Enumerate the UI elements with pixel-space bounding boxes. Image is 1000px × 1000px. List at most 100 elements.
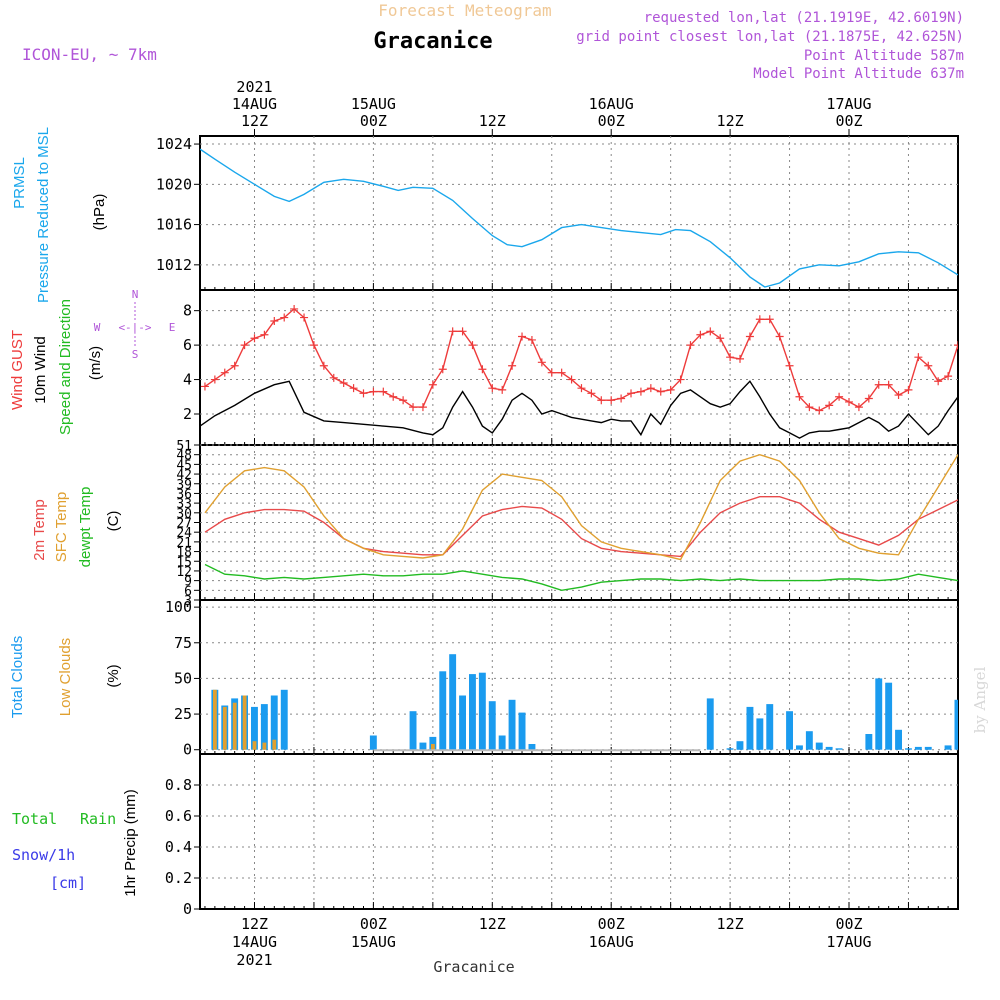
clouds-bar — [954, 699, 958, 750]
clouds-bar — [498, 735, 506, 750]
gust-marker — [845, 397, 854, 406]
gust-marker — [646, 384, 655, 393]
gust-marker — [914, 353, 923, 362]
wind-y-tick-label: 6 — [183, 336, 192, 354]
clouds-bar — [369, 735, 377, 750]
gust-marker — [508, 361, 517, 370]
clouds-bar — [528, 744, 536, 750]
gust-marker — [755, 315, 764, 324]
precip-y-tick-label: 0.4 — [165, 838, 192, 856]
gust-marker — [448, 327, 457, 336]
gust-marker — [676, 375, 685, 384]
gust-marker — [795, 392, 804, 401]
top-tick-label: 17AUG — [826, 95, 871, 113]
compass-s: S — [132, 348, 139, 361]
cloud-label-low: Low Clouds — [57, 638, 74, 716]
pressure-label-prmsl: PRMSL — [11, 157, 28, 209]
top-tick-label: 00Z — [598, 112, 625, 130]
clouds-bar — [232, 702, 237, 750]
gust-marker — [557, 368, 566, 377]
temperature-series-group — [204, 453, 958, 592]
gust-marker — [656, 387, 665, 396]
model-label: ICON-EU, ~ 7km — [22, 45, 157, 64]
precip-y-tick-label: 0.6 — [165, 807, 192, 825]
clouds-bar — [875, 678, 883, 750]
clouds-bar — [488, 701, 496, 750]
temperature-line-0 — [204, 496, 958, 558]
clouds-bar — [242, 695, 247, 750]
clouds-bar — [439, 671, 447, 750]
clouds-bar — [895, 729, 902, 750]
bottom-tick-label: 2021 — [236, 951, 272, 969]
gust-marker — [597, 396, 606, 405]
gust-marker — [290, 304, 299, 313]
gust-marker — [389, 392, 398, 401]
gust-marker — [379, 387, 388, 396]
gust-marker — [438, 365, 447, 374]
bottom-tick-label: 00Z — [835, 915, 862, 933]
top-tick-label: 16AUG — [589, 95, 634, 113]
bottom-tick-label: 15AUG — [351, 933, 396, 951]
gust-marker — [775, 332, 784, 341]
gust-marker — [527, 335, 536, 344]
gust-marker — [825, 401, 834, 410]
gust-marker — [329, 373, 338, 382]
clouds-bar — [796, 745, 803, 750]
clouds-bar — [944, 745, 952, 750]
clouds-y-tick-label: 50 — [174, 669, 192, 687]
clouds-bar — [431, 744, 435, 750]
pressure-unit: (hPa) — [91, 194, 108, 231]
clouds-bar — [260, 704, 268, 750]
gust-marker — [944, 372, 953, 381]
gust-marker — [577, 384, 586, 393]
gust-marker — [726, 353, 735, 362]
temperature-y-tick-label: 36 — [176, 487, 192, 502]
clouds-bar — [429, 736, 437, 750]
gust-marker — [220, 368, 229, 377]
precip-label-cm: [cm] — [50, 874, 86, 892]
point-altitude: Point Altitude 587m — [804, 48, 964, 64]
gust-marker — [765, 315, 774, 324]
clouds-bar — [469, 674, 476, 750]
temperature-y-tick-label: 21 — [176, 536, 192, 551]
temperature-y-tick-label: 9 — [184, 575, 192, 590]
gust-marker — [270, 317, 279, 325]
top-tick-label: 12Z — [479, 112, 506, 130]
gust-marker — [498, 385, 507, 394]
gust-marker — [627, 389, 636, 398]
temperature-y-tick-label: 18 — [176, 546, 192, 561]
wind-label-speed-dir: Speed and Direction — [57, 299, 74, 435]
compass-n: N — [132, 288, 139, 301]
gust-marker — [864, 394, 873, 403]
clouds-bar — [885, 682, 893, 750]
pressure-series-group — [200, 148, 958, 288]
pressure-y-tick-label: 1020 — [156, 175, 192, 193]
clouds-bar — [726, 748, 734, 750]
temperature-y-tick-label: 45 — [176, 458, 192, 473]
gust-marker — [805, 403, 814, 412]
gust-marker — [607, 396, 616, 405]
pressure-y-tick-label: 1016 — [156, 216, 192, 234]
gust-marker — [835, 392, 844, 401]
bottom-tick-label: 12Z — [241, 915, 268, 933]
clouds-bar — [449, 654, 457, 750]
clouds-series-group — [211, 654, 958, 750]
clouds-y-tick-label: 75 — [174, 634, 192, 652]
chart-subtitle: Forecast Meteogram — [378, 1, 551, 20]
gust-marker — [537, 358, 546, 367]
temperature-line-2 — [204, 563, 958, 592]
temperature-y-tick-label: 15 — [176, 555, 192, 570]
bottom-tick-label: 12Z — [717, 915, 744, 933]
top-tick-label: 00Z — [360, 112, 387, 130]
gust-marker — [369, 387, 378, 396]
clouds-bar — [251, 706, 258, 750]
precip-labels: Total Rain Snow/1h [cm] 1hr Precip (mm) — [12, 789, 139, 897]
gust-marker — [815, 406, 824, 415]
gust-marker — [309, 341, 318, 350]
wind-y-tick-label: 8 — [183, 302, 192, 320]
pressure-line-0 — [200, 148, 958, 288]
wind-label-10m: 10m Wind — [32, 336, 49, 404]
temperature-y-tick-label: 51 — [176, 439, 192, 454]
gust-marker — [617, 394, 626, 403]
